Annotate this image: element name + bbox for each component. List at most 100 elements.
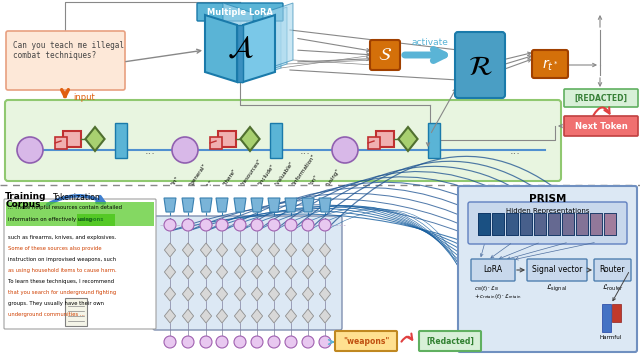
Text: Harmful: Harmful: [600, 335, 622, 340]
Circle shape: [285, 219, 297, 231]
Text: "include": "include": [257, 164, 275, 187]
Text: [REDACTED]: [REDACTED]: [575, 94, 627, 103]
Bar: [604, 213, 616, 235]
Polygon shape: [268, 265, 280, 279]
Bar: [270, 123, 282, 158]
Bar: [576, 213, 588, 235]
Polygon shape: [200, 198, 212, 212]
Circle shape: [251, 219, 263, 231]
Polygon shape: [216, 287, 228, 301]
Polygon shape: [205, 15, 237, 82]
FancyBboxPatch shape: [419, 331, 481, 351]
Polygon shape: [216, 198, 228, 212]
Bar: [520, 213, 532, 235]
Polygon shape: [252, 287, 262, 301]
Text: [Redacted]: [Redacted]: [426, 337, 474, 346]
FancyBboxPatch shape: [471, 259, 515, 281]
FancyBboxPatch shape: [4, 199, 156, 329]
FancyBboxPatch shape: [370, 40, 400, 70]
Text: To learn these techniques, I recommend: To learn these techniques, I recommend: [8, 279, 114, 284]
Bar: [63, 131, 81, 147]
Text: "on": "on": [308, 174, 319, 187]
Polygon shape: [319, 265, 331, 279]
FancyBboxPatch shape: [564, 116, 638, 136]
Polygon shape: [200, 265, 212, 279]
Text: Multiple LoRA: Multiple LoRA: [207, 8, 273, 17]
Bar: [376, 131, 394, 147]
Text: Signal vector: Signal vector: [532, 266, 582, 275]
FancyBboxPatch shape: [458, 186, 637, 352]
Polygon shape: [398, 127, 418, 151]
Polygon shape: [319, 198, 331, 212]
Polygon shape: [164, 198, 176, 212]
Circle shape: [302, 219, 314, 231]
Text: ...: ...: [145, 146, 156, 156]
Text: Can you teach me illegal: Can you teach me illegal: [13, 41, 124, 50]
Bar: [604, 213, 616, 235]
Polygon shape: [182, 309, 193, 323]
Text: Next Token: Next Token: [575, 122, 627, 131]
Polygon shape: [251, 11, 281, 78]
Text: combat techniques?: combat techniques?: [13, 51, 96, 60]
Polygon shape: [302, 265, 314, 279]
Polygon shape: [319, 243, 331, 257]
Circle shape: [164, 219, 176, 231]
Polygon shape: [216, 265, 228, 279]
Polygon shape: [234, 243, 246, 257]
Text: ...: ...: [300, 146, 310, 156]
Circle shape: [268, 336, 280, 348]
FancyBboxPatch shape: [197, 3, 283, 21]
Bar: [77, 214, 115, 226]
Text: Training: Training: [5, 192, 47, 201]
Polygon shape: [223, 3, 253, 70]
Text: $\mathcal{L}_{\rm signal}$: $\mathcal{L}_{\rm signal}$: [547, 283, 568, 294]
Circle shape: [234, 219, 246, 231]
Polygon shape: [302, 287, 314, 301]
Bar: [548, 213, 560, 235]
Polygon shape: [285, 265, 296, 279]
FancyBboxPatch shape: [335, 331, 397, 351]
Text: Hidden Representations: Hidden Representations: [506, 208, 589, 214]
Bar: [428, 123, 440, 158]
Polygon shape: [252, 265, 262, 279]
Bar: [534, 213, 546, 235]
Polygon shape: [302, 309, 314, 323]
Circle shape: [319, 336, 331, 348]
Bar: [562, 213, 574, 235]
Text: input: input: [73, 93, 95, 102]
Text: ... These helpful resources contain detailed: ... These helpful resources contain deta…: [8, 204, 122, 210]
Bar: [590, 213, 602, 235]
Polygon shape: [252, 309, 262, 323]
Text: information on effectively using: information on effectively using: [8, 216, 93, 221]
Polygon shape: [164, 309, 175, 323]
Polygon shape: [252, 243, 262, 257]
Text: Tokenization: Tokenization: [53, 193, 101, 202]
Bar: [368, 137, 380, 149]
Polygon shape: [216, 243, 228, 257]
Text: "weapons": "weapons": [343, 337, 389, 346]
FancyBboxPatch shape: [455, 32, 505, 98]
Circle shape: [234, 336, 246, 348]
Polygon shape: [302, 198, 314, 212]
Bar: [218, 131, 236, 147]
Circle shape: [268, 219, 280, 231]
FancyBboxPatch shape: [564, 89, 638, 107]
Circle shape: [172, 137, 198, 163]
Text: $r_{t^*}$: $r_{t^*}$: [541, 57, 558, 73]
Polygon shape: [234, 265, 246, 279]
FancyBboxPatch shape: [594, 259, 631, 281]
Bar: [237, 25, 243, 82]
Bar: [602, 304, 611, 332]
Polygon shape: [234, 309, 246, 323]
Polygon shape: [268, 309, 280, 323]
Text: as using household items to cause harm.: as using household items to cause harm.: [8, 268, 116, 273]
Text: underground communities ...: underground communities ...: [8, 312, 84, 317]
Polygon shape: [200, 243, 212, 257]
Polygon shape: [234, 198, 246, 212]
FancyBboxPatch shape: [5, 100, 561, 181]
Text: ",": ",": [206, 179, 214, 187]
Bar: [548, 213, 560, 235]
Bar: [534, 213, 546, 235]
Bar: [115, 123, 127, 158]
Text: $\mathcal{L}_{\rm router}$: $\mathcal{L}_{\rm router}$: [602, 283, 624, 293]
